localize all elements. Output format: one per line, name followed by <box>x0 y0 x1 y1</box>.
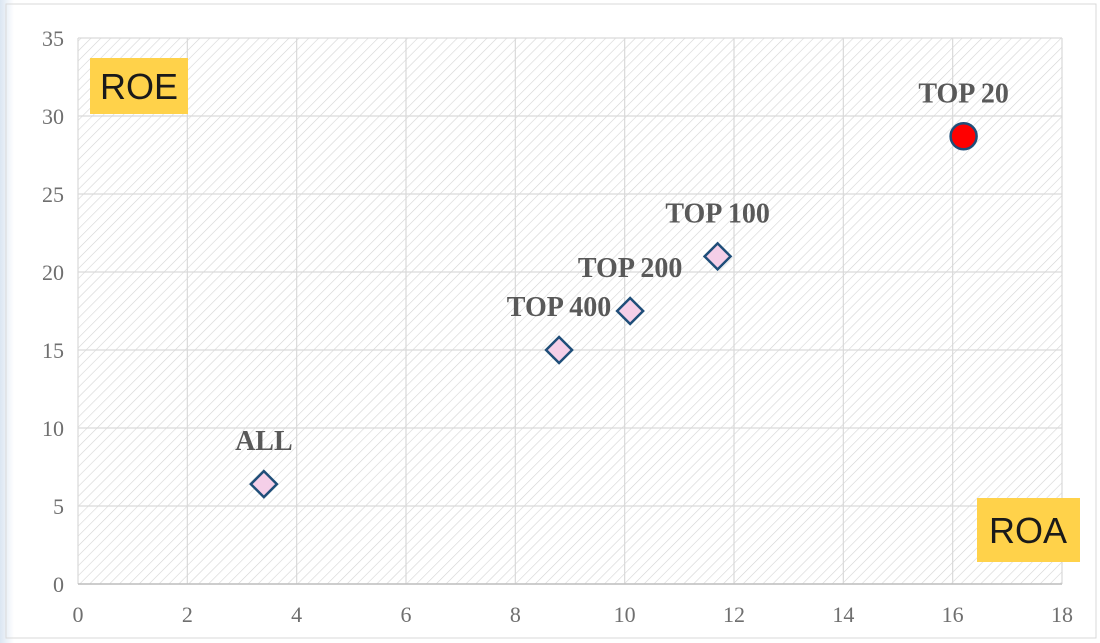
y-tick-label: 25 <box>42 182 64 207</box>
y-tick-label: 15 <box>42 338 64 363</box>
left-edge-shade <box>0 0 14 643</box>
y-axis-label: ROE <box>100 66 178 107</box>
x-tick-label: 14 <box>832 602 854 627</box>
y-tick-label: 30 <box>42 104 64 129</box>
data-label-top-200: TOP 200 <box>578 253 683 284</box>
data-points <box>249 122 978 499</box>
data-point-top-400 <box>544 335 574 365</box>
x-tick-label: 12 <box>723 602 745 627</box>
plot-area <box>78 38 1062 584</box>
data-point-top-20 <box>949 122 978 151</box>
data-label-top-400: TOP 400 <box>507 292 612 323</box>
data-label-top-20: TOP 20 <box>918 78 1009 109</box>
axis-badges: ROE ROA <box>90 58 1080 562</box>
x-axis-label-badge <box>977 498 1080 562</box>
data-label-top-100: TOP 100 <box>665 198 770 229</box>
grid-lines <box>77 37 1063 585</box>
y-tick-label: 0 <box>53 572 64 597</box>
chart-border <box>5 3 1097 639</box>
x-tick-label: 8 <box>510 602 521 627</box>
y-tick-label: 20 <box>42 260 64 285</box>
x-tick-label: 18 <box>1051 602 1073 627</box>
x-tick-label: 0 <box>73 602 84 627</box>
y-tick-label: 35 <box>42 26 64 51</box>
tick-labels: 0 2 4 6 8 10 12 14 16 18 0 5 10 15 20 25 30 35 <box>42 26 1073 627</box>
data-label-all: ALL <box>235 426 293 457</box>
x-tick-label: 10 <box>614 602 636 627</box>
data-point-top-200 <box>615 296 645 326</box>
y-axis-label-badge <box>90 58 188 114</box>
x-tick-label: 2 <box>182 602 193 627</box>
x-tick-label: 16 <box>942 602 964 627</box>
data-labels: ALL TOP 400 TOP 200 TOP 100 TOP 20 <box>235 78 1009 457</box>
data-point-top-100 <box>702 241 733 272</box>
x-axis-label: ROA <box>989 510 1067 551</box>
x-tick-label: 4 <box>291 602 302 627</box>
data-point-all <box>249 469 279 499</box>
y-tick-label: 5 <box>53 494 64 519</box>
y-tick-label: 10 <box>42 416 64 441</box>
x-tick-label: 6 <box>401 602 412 627</box>
